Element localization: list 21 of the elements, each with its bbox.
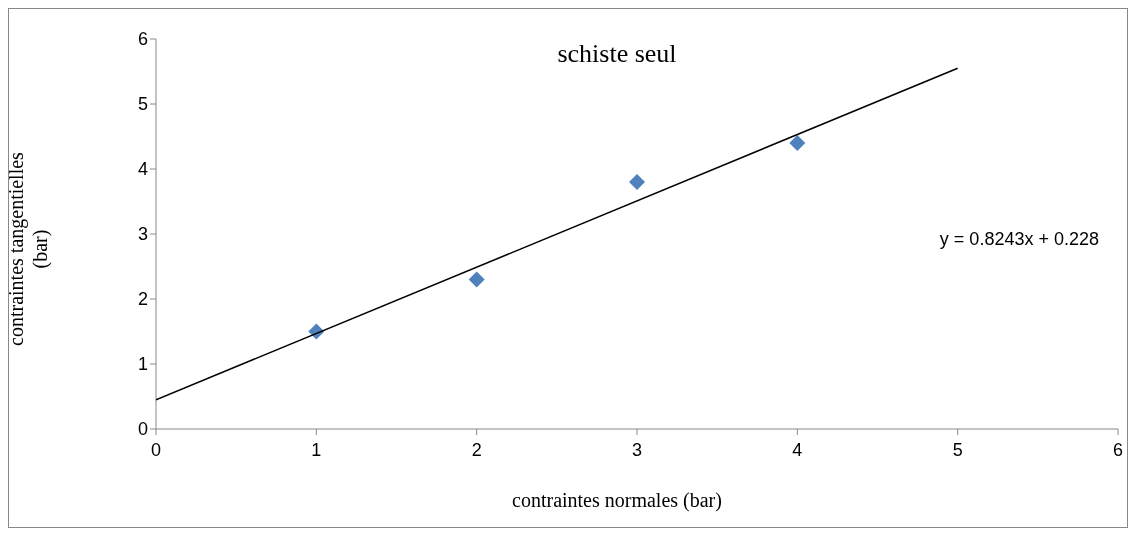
x-tick-label: 5	[952, 439, 963, 460]
x-tick-label: 4	[792, 439, 803, 460]
x-tick-label: 2	[471, 439, 482, 460]
chart-title: schiste seul	[557, 39, 677, 68]
x-axis-title: contraintes normales (bar)	[511, 489, 723, 512]
point	[468, 271, 485, 288]
y-tick-label: 2	[137, 289, 148, 310]
y-tick-label: 6	[137, 29, 148, 50]
x-tick-label: 3	[631, 439, 643, 460]
y-tick-label: 3	[137, 224, 148, 245]
x-tick-label: 0	[150, 439, 162, 460]
y-axis-title: contraintes tangentielles (bar)	[4, 151, 52, 348]
y-tick-label: 5	[137, 94, 148, 115]
x-tick-label: 1	[311, 439, 322, 460]
y-tick-label: 4	[137, 159, 148, 180]
annotation: y = 0.8243x + 0.228	[939, 229, 1099, 250]
point	[789, 135, 806, 151]
y-tick-label: 0	[137, 419, 148, 440]
x-tick-label: 6	[1112, 439, 1124, 460]
y-tick-label: 1	[137, 354, 148, 375]
point	[629, 174, 645, 190]
